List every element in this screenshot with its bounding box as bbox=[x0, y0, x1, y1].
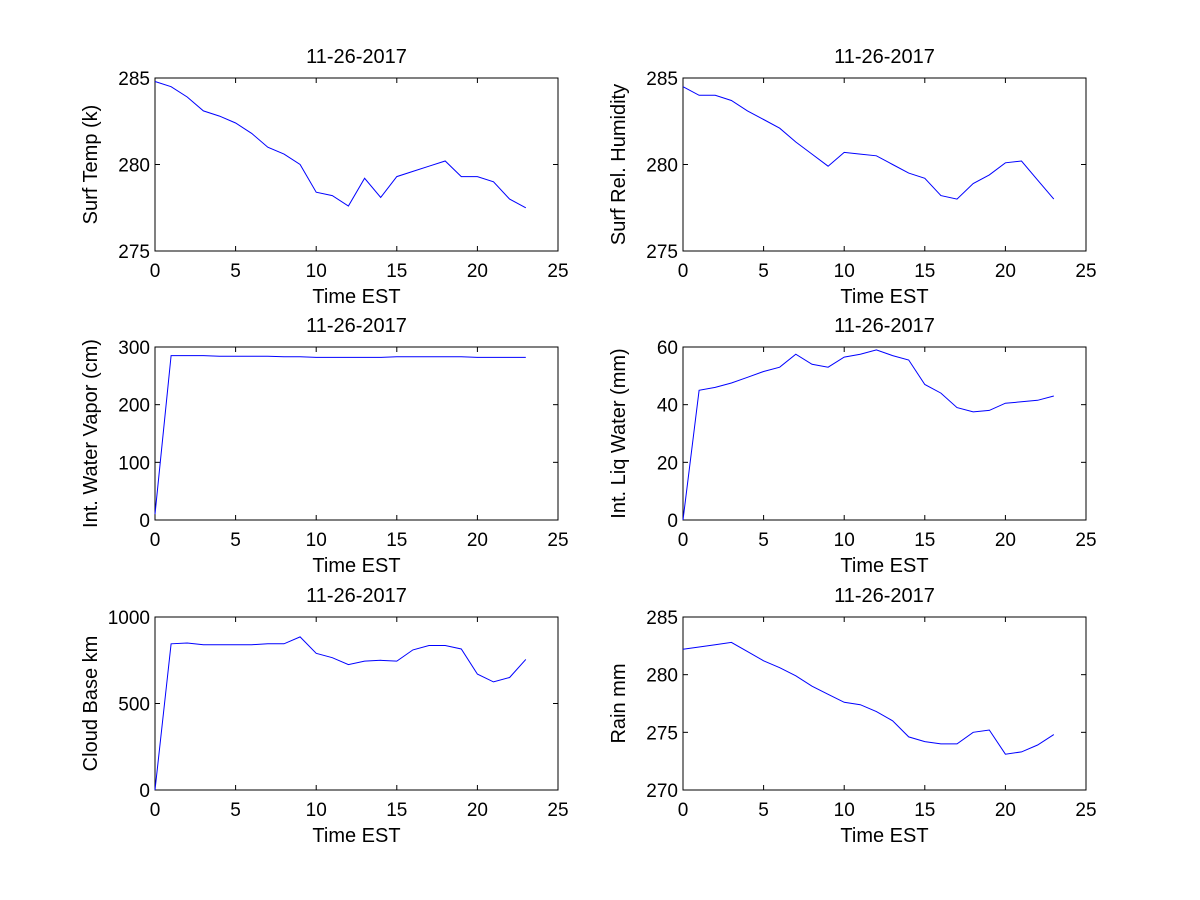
x-tick-label: 20 bbox=[995, 530, 1016, 551]
x-tick-label: 10 bbox=[834, 261, 855, 282]
subplot-6: 11-26-2017 0 5 10 15 20 25 270 275 280 285 Time EST… bbox=[608, 585, 1097, 847]
x-tick-label: 5 bbox=[230, 261, 241, 282]
y-axis-label: Int. Liq Water (mm) bbox=[608, 348, 630, 518]
y-tick-label: 275 bbox=[646, 723, 678, 744]
subplot-title: 11-26-2017 bbox=[834, 585, 935, 607]
x-tick-label: 15 bbox=[386, 530, 407, 551]
x-axis-label: Time EST bbox=[840, 286, 928, 308]
x-tick-label: 10 bbox=[306, 261, 327, 282]
x-tick-label: 15 bbox=[386, 261, 407, 282]
axes-frame bbox=[682, 77, 1087, 252]
subplot-title: 11-26-2017 bbox=[306, 46, 407, 68]
x-tick-label: 20 bbox=[995, 261, 1016, 282]
x-tick-label: 25 bbox=[547, 800, 568, 821]
y-tick-label: 0 bbox=[139, 781, 150, 802]
x-tick-label: 15 bbox=[914, 800, 935, 821]
y-tick-label: 200 bbox=[118, 396, 150, 417]
series-line bbox=[682, 641, 1055, 755]
y-tick-label: 500 bbox=[118, 695, 150, 716]
y-tick-label: 280 bbox=[118, 156, 150, 177]
x-tick-label: 15 bbox=[914, 530, 935, 551]
x-tick-label: 20 bbox=[467, 800, 488, 821]
y-tick-label: 40 bbox=[657, 396, 678, 417]
x-tick-label: 10 bbox=[306, 530, 327, 551]
y-axis-label: Rain mm bbox=[608, 663, 630, 743]
axes-frame bbox=[154, 616, 559, 791]
x-tick-label: 15 bbox=[914, 261, 935, 282]
series-line bbox=[154, 355, 526, 515]
y-axis-label: Surf Rel. Humidity bbox=[608, 84, 630, 245]
x-tick-label: 0 bbox=[150, 800, 161, 821]
series-line bbox=[682, 349, 1054, 521]
y-tick-label: 275 bbox=[646, 242, 678, 263]
y-axis-label: Int. Water Vapor (cm) bbox=[80, 339, 102, 528]
x-tick-label: 0 bbox=[678, 800, 689, 821]
y-axis-label: Cloud Base km bbox=[80, 636, 102, 772]
axes-frame bbox=[682, 346, 1087, 521]
axes-frame bbox=[154, 77, 559, 252]
x-tick-label: 20 bbox=[467, 261, 488, 282]
x-tick-label: 0 bbox=[150, 261, 161, 282]
x-tick-label: 5 bbox=[230, 800, 241, 821]
axes-frame bbox=[682, 616, 1087, 791]
subplot-3: 11-26-2017 0 5 10 15 20 25 0 100 200 300 Time EST In… bbox=[80, 315, 569, 577]
subplot-2: 11-26-2017 0 5 10 15 20 25 275 280 285 Time EST Sur… bbox=[608, 46, 1097, 308]
x-tick-label: 25 bbox=[1075, 530, 1096, 551]
y-tick-label: 20 bbox=[657, 453, 678, 474]
x-tick-label: 10 bbox=[834, 800, 855, 821]
y-tick-label: 300 bbox=[118, 338, 150, 359]
x-tick-label: 10 bbox=[306, 800, 327, 821]
subplot-title: 11-26-2017 bbox=[834, 315, 935, 337]
x-tick-label: 25 bbox=[1075, 261, 1096, 282]
x-axis-label: Time EST bbox=[312, 555, 400, 577]
y-tick-label: 100 bbox=[118, 453, 150, 474]
x-axis-label: Time EST bbox=[312, 825, 400, 847]
x-axis-label: Time EST bbox=[312, 286, 400, 308]
x-tick-label: 0 bbox=[150, 530, 161, 551]
subplot-title: 11-26-2017 bbox=[834, 46, 935, 68]
x-axis-label: Time EST bbox=[840, 825, 928, 847]
x-tick-label: 20 bbox=[995, 800, 1016, 821]
y-tick-label: 280 bbox=[646, 156, 678, 177]
x-tick-label: 25 bbox=[547, 530, 568, 551]
subplot-4: 11-26-2017 0 5 10 15 20 25 0 20 40 60 Time EST Int. … bbox=[608, 315, 1097, 577]
x-tick-label: 5 bbox=[758, 261, 769, 282]
x-axis-label: Time EST bbox=[840, 555, 928, 577]
series-line bbox=[154, 636, 527, 791]
y-tick-label: 1000 bbox=[108, 608, 150, 629]
x-tick-label: 25 bbox=[547, 261, 568, 282]
series-line bbox=[154, 81, 527, 209]
y-axis-label: Surf Temp (k) bbox=[80, 105, 102, 225]
y-tick-label: 0 bbox=[667, 511, 678, 532]
subplot-5: 11-26-2017 0 5 10 15 20 25 0 500 1000 Time EST Clou… bbox=[80, 585, 569, 847]
x-tick-label: 20 bbox=[467, 530, 488, 551]
y-tick-label: 285 bbox=[646, 69, 678, 90]
y-tick-label: 285 bbox=[646, 608, 678, 629]
x-tick-label: 0 bbox=[678, 530, 689, 551]
y-tick-label: 275 bbox=[118, 242, 150, 263]
x-tick-label: 10 bbox=[834, 530, 855, 551]
x-tick-label: 25 bbox=[1075, 800, 1096, 821]
subplot-1: 11-26-2017 0 5 10 15 20 25 275 280 285 Time EST Sur… bbox=[80, 46, 569, 308]
x-tick-label: 5 bbox=[758, 800, 769, 821]
subplot-title: 11-26-2017 bbox=[306, 315, 407, 337]
y-tick-label: 285 bbox=[118, 69, 150, 90]
x-tick-label: 5 bbox=[230, 530, 241, 551]
series-line bbox=[682, 86, 1055, 200]
y-tick-label: 60 bbox=[657, 338, 678, 359]
y-tick-label: 270 bbox=[646, 781, 678, 802]
x-tick-label: 0 bbox=[678, 261, 689, 282]
subplot-title: 11-26-2017 bbox=[306, 585, 407, 607]
x-tick-label: 5 bbox=[758, 530, 769, 551]
y-tick-label: 0 bbox=[139, 511, 150, 532]
x-tick-label: 15 bbox=[386, 800, 407, 821]
y-tick-label: 280 bbox=[646, 666, 678, 687]
axes-frame bbox=[154, 346, 559, 521]
